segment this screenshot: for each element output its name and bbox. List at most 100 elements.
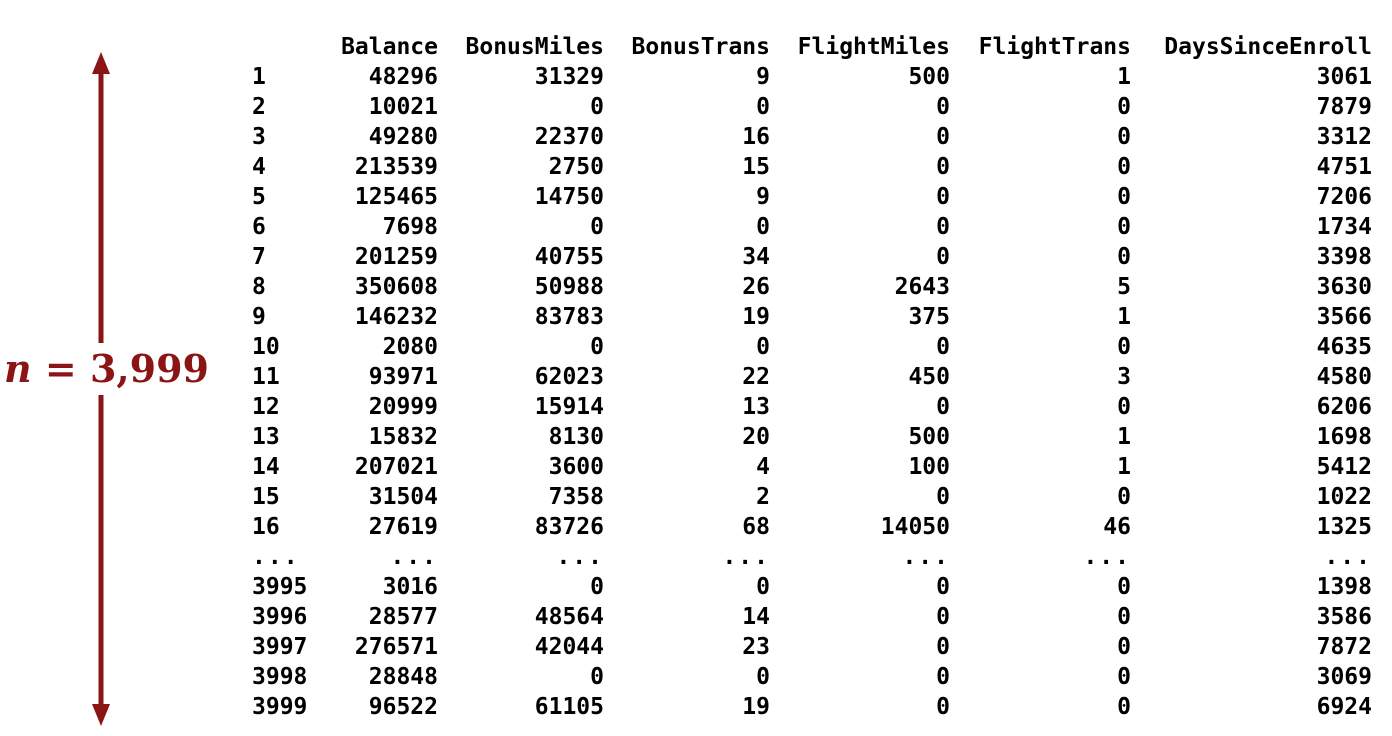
flight-trans-cell: ... [1083, 544, 1131, 570]
flight-miles-cell: 375 [908, 304, 950, 330]
flight-miles-cell: 100 [908, 454, 950, 480]
bonus-miles-cell: 83783 [534, 304, 604, 330]
bonus-miles-cell: 62023 [534, 364, 604, 390]
flight-trans-cell: 0 [1117, 484, 1131, 510]
row-index: 3998 [252, 664, 308, 690]
flight-miles-cell: 2643 [894, 274, 950, 300]
flight-miles-cell: 0 [936, 214, 950, 240]
flight-miles-cell: 0 [936, 604, 950, 630]
flight-miles-cell: 0 [936, 574, 950, 600]
table-row: 10 2080 0 0 0 0 4635 [252, 332, 1372, 362]
bonus-miles-cell: 3600 [548, 454, 604, 480]
flight-miles-cell: 0 [936, 94, 950, 120]
days-since-enroll-cell: 3061 [1316, 64, 1372, 90]
bonus-miles-cell: 31329 [534, 64, 604, 90]
table-row: 9 146232 83783 19 375 1 3566 [252, 302, 1372, 332]
row-index: 3995 [252, 574, 308, 600]
flight-miles-cell: 14050 [880, 514, 950, 540]
flight-miles-cell: 0 [936, 124, 950, 150]
row-count-label: n = 3,999 [4, 343, 209, 395]
table-row: 4 213539 2750 15 0 0 4751 [252, 152, 1372, 182]
bonus-trans-cell: 19 [742, 304, 770, 330]
flight-trans-cell: 0 [1117, 634, 1131, 660]
flight-trans-cell: 0 [1117, 244, 1131, 270]
column-header-flight-trans: FlightTrans [978, 34, 1131, 60]
flight-trans-cell: 3 [1117, 364, 1131, 390]
flight-trans-cell: 0 [1117, 124, 1131, 150]
days-since-enroll-cell: 1022 [1316, 484, 1372, 510]
table-row: 7 201259 40755 34 0 0 3398 [252, 242, 1372, 272]
row-index: 2 [252, 94, 266, 120]
bonus-miles-cell: 15914 [534, 394, 604, 420]
flight-miles-cell: 0 [936, 184, 950, 210]
flight-trans-cell: 0 [1117, 184, 1131, 210]
column-header-index [252, 32, 330, 62]
flight-miles-cell: 500 [908, 64, 950, 90]
bonus-miles-cell: ... [556, 544, 604, 570]
table-row: 15 31504 7358 2 0 0 1022 [252, 482, 1372, 512]
days-since-enroll-cell: 3398 [1316, 244, 1372, 270]
balance-cell: 2080 [382, 334, 438, 360]
days-since-enroll-cell: 4751 [1316, 154, 1372, 180]
balance-cell: 96522 [368, 694, 438, 720]
row-index: 4 [252, 154, 266, 180]
row-index: 7 [252, 244, 266, 270]
row-index: 16 [252, 514, 280, 540]
table-row: 3999 96522 61105 19 0 0 6924 [252, 692, 1372, 722]
flight-trans-cell: 0 [1117, 334, 1131, 360]
flight-trans-cell: 1 [1117, 304, 1131, 330]
bonus-trans-cell: 0 [756, 214, 770, 240]
days-since-enroll-cell: 7879 [1316, 94, 1372, 120]
days-since-enroll-cell: 6206 [1316, 394, 1372, 420]
flight-miles-cell: 0 [936, 484, 950, 510]
flight-miles-cell: ... [902, 544, 950, 570]
row-index: 9 [252, 304, 266, 330]
flight-miles-cell: 0 [936, 244, 950, 270]
bonus-miles-cell: 0 [590, 664, 604, 690]
flight-miles-cell: 0 [936, 394, 950, 420]
days-since-enroll-cell: 3586 [1316, 604, 1372, 630]
bonus-trans-cell: 34 [742, 244, 770, 270]
row-index: 15 [252, 484, 280, 510]
table-row: 12 20999 15914 13 0 0 6206 [252, 392, 1372, 422]
table-row: 2 10021 0 0 0 0 7879 [252, 92, 1372, 122]
balance-cell: 7698 [382, 214, 438, 240]
flight-miles-cell: 0 [936, 334, 950, 360]
table-row: 8 350608 50988 26 2643 5 3630 [252, 272, 1372, 302]
days-since-enroll-cell: 3566 [1316, 304, 1372, 330]
balance-cell: 31504 [368, 484, 438, 510]
bonus-miles-cell: 8130 [548, 424, 604, 450]
table-row: 16 27619 83726 68 14050 46 1325 [252, 512, 1372, 542]
row-count-value: 3,999 [89, 346, 209, 391]
table-row: 3995 3016 0 0 0 0 1398 [252, 572, 1372, 602]
bonus-trans-cell: 0 [756, 334, 770, 360]
flight-trans-cell: 1 [1117, 424, 1131, 450]
flight-trans-cell: 1 [1117, 64, 1131, 90]
row-index: 3996 [252, 604, 308, 630]
bonus-trans-cell: 0 [756, 664, 770, 690]
bonus-miles-cell: 2750 [548, 154, 604, 180]
bonus-miles-cell: 0 [590, 214, 604, 240]
table-row: 13 15832 8130 20 500 1 1698 [252, 422, 1372, 452]
days-since-enroll-cell: 1325 [1316, 514, 1372, 540]
flight-trans-cell: 5 [1117, 274, 1131, 300]
days-since-enroll-cell: 6924 [1316, 694, 1372, 720]
row-index: 3997 [252, 634, 308, 660]
row-index: 14 [252, 454, 280, 480]
column-header-flight-miles: FlightMiles [797, 34, 950, 60]
arrow-up-head [92, 52, 110, 74]
days-since-enroll-cell: 1734 [1316, 214, 1372, 240]
data-table: Balance BonusMiles BonusTrans FlightMile… [252, 32, 1372, 722]
balance-cell: 49280 [368, 124, 438, 150]
bonus-trans-cell: 9 [756, 184, 770, 210]
row-index: 3 [252, 124, 266, 150]
balance-cell: 15832 [368, 424, 438, 450]
balance-cell: 3016 [382, 574, 438, 600]
days-since-enroll-cell: 5412 [1316, 454, 1372, 480]
table-body: 1 48296 31329 9 500 1 3061 2 10021 0 0 0 0 7879 3 49280… [252, 62, 1372, 722]
balance-cell: ... [390, 544, 438, 570]
bonus-miles-cell: 14750 [534, 184, 604, 210]
row-index: 10 [252, 334, 280, 360]
flight-miles-cell: 0 [936, 154, 950, 180]
row-index: ... [252, 544, 300, 570]
